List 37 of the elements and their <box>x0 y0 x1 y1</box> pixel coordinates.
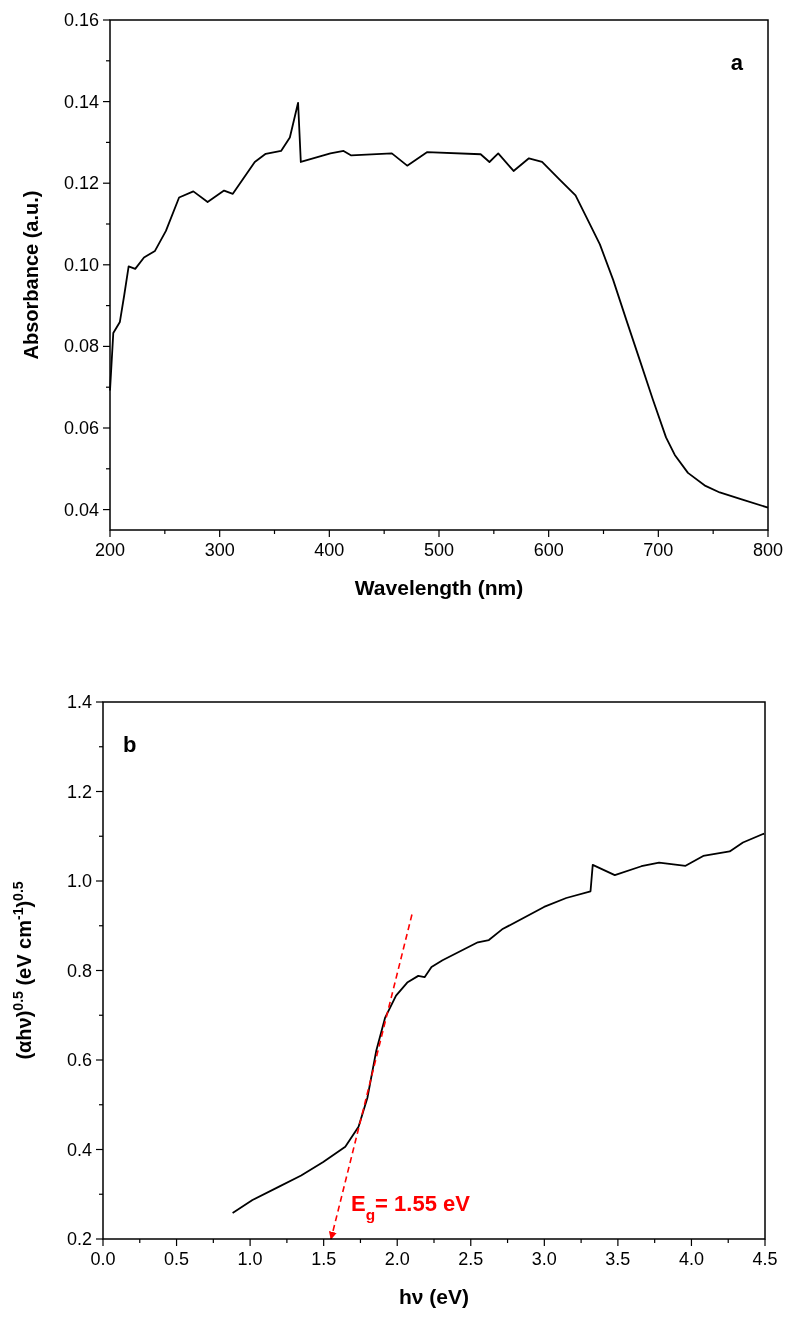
y-tick-label: 0.10 <box>63 254 99 275</box>
y-tick-label: 0.2 <box>66 1229 92 1249</box>
y-tick-label: 0.16 <box>63 10 99 30</box>
y-tick-label: 0.4 <box>66 1139 92 1160</box>
y-tick-label: 0.14 <box>63 91 99 112</box>
x-tick-label: 1.5 <box>311 1249 337 1269</box>
x-tick-label: 800 <box>752 540 784 560</box>
x-tick-label: 4.0 <box>678 1249 704 1269</box>
y-tick-label: 1.0 <box>66 871 92 891</box>
y-tick-label: 0.8 <box>66 960 92 981</box>
x-tick-label: 600 <box>533 540 564 560</box>
x-tick-label: 3.0 <box>531 1249 557 1269</box>
y-tick-label: 0.06 <box>63 418 99 438</box>
text: a <box>730 50 744 75</box>
x-tick-label: 400 <box>314 540 345 560</box>
y-tick-label: 0.04 <box>63 499 99 520</box>
x-tick-label: 700 <box>643 540 674 560</box>
y-tick-label: 0.6 <box>66 1050 92 1070</box>
x-tick-label: 0.5 <box>164 1249 190 1269</box>
x-tick-label: 1.0 <box>237 1249 263 1269</box>
x-tick-label: 300 <box>204 540 235 560</box>
y-tick-label: 1.2 <box>66 781 92 802</box>
x-axis-title: Wavelength (nm) <box>354 576 524 599</box>
y-tick-label: 1.4 <box>66 692 92 712</box>
annotation: E$_{g}$= 1.55 eV <box>351 1191 471 1223</box>
y-tick-label: 0.12 <box>63 173 99 194</box>
x-tick-label: 500 <box>423 540 455 560</box>
x-tick-label: 0.0 <box>90 1249 116 1269</box>
text: b <box>123 732 137 757</box>
x-tick-label: 3.5 <box>605 1249 631 1269</box>
x-tick-label: 2.0 <box>384 1249 410 1269</box>
x-axis-title: hν (eV) <box>398 1285 470 1308</box>
x-tick-label: 200 <box>94 540 126 560</box>
y-axis-title: Absorbance (a.u.) <box>20 190 42 360</box>
x-tick-label: 2.5 <box>458 1249 484 1269</box>
x-tick-label: 4.5 <box>752 1249 778 1269</box>
y-tick-label: 0.08 <box>63 336 99 357</box>
